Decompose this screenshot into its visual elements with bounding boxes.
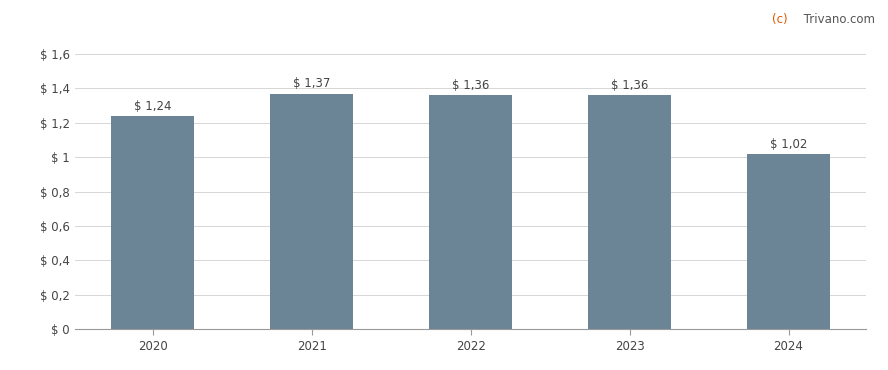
Text: Trivano.com: Trivano.com (800, 13, 875, 26)
Text: $ 1,37: $ 1,37 (293, 77, 330, 90)
Text: (c): (c) (772, 13, 788, 26)
Text: $ 1,36: $ 1,36 (452, 79, 489, 92)
Bar (270, 94, 353, 329)
Bar (588, 95, 671, 329)
Text: $ 1,24: $ 1,24 (134, 100, 171, 113)
Bar (111, 116, 194, 329)
Bar (429, 95, 512, 329)
Text: $ 1,02: $ 1,02 (770, 138, 807, 151)
Bar (747, 154, 830, 329)
Text: $ 1,36: $ 1,36 (611, 79, 648, 92)
